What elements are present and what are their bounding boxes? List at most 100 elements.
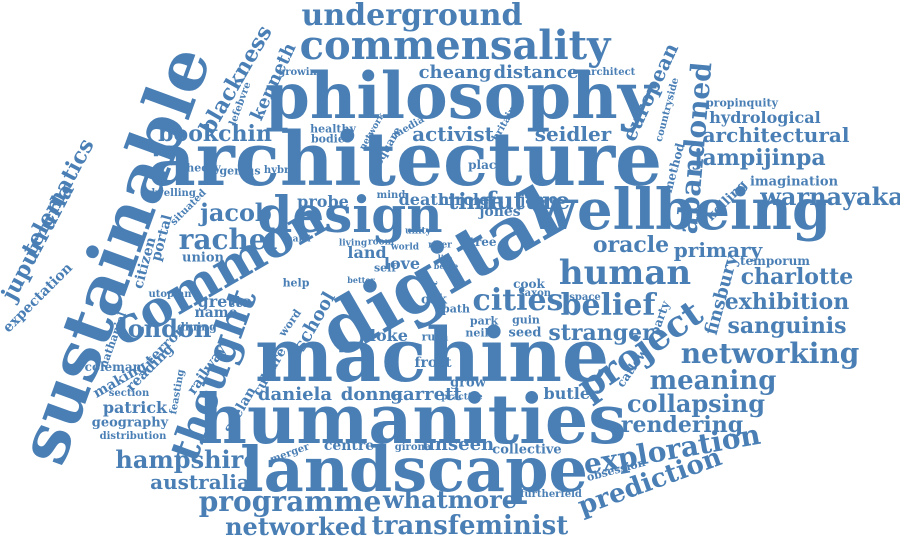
word: theory: [181, 161, 221, 175]
word: design: [257, 185, 443, 244]
word: future: [485, 186, 571, 215]
word: name: [194, 305, 238, 321]
word: rachel: [178, 223, 278, 256]
word: philosophy: [265, 59, 655, 134]
word: probe: [297, 192, 349, 211]
word: genius: [219, 164, 261, 178]
word: oracle: [592, 232, 670, 258]
word: architectural: [702, 123, 850, 147]
word: seidler: [534, 122, 612, 146]
word: architecture: [147, 117, 663, 203]
word: ruth: [421, 330, 449, 344]
word: grow: [450, 375, 486, 391]
word: death: [398, 190, 450, 209]
word: charlotte: [740, 264, 854, 290]
word: jampijinpa: [694, 145, 826, 171]
word: furtherfeld: [520, 489, 582, 500]
word: jacob: [200, 198, 272, 227]
word: beige: [433, 261, 459, 271]
word: self: [373, 261, 397, 275]
word: oak: [420, 292, 448, 308]
word: world: [390, 242, 420, 253]
word: collective: [492, 442, 562, 458]
word: path: [442, 302, 470, 316]
word: garrett: [390, 384, 462, 405]
word: bodies: [310, 132, 352, 146]
word: frost: [414, 355, 452, 371]
word: hampshire: [115, 445, 259, 474]
word: land: [347, 243, 387, 262]
word: machine: [254, 313, 610, 399]
word: unseen: [421, 434, 495, 455]
word: unity: [405, 226, 431, 237]
word: human: [558, 253, 692, 293]
word: girona: [394, 442, 432, 453]
word: donna: [340, 384, 404, 405]
word: landscape: [240, 433, 588, 506]
word: time: [448, 189, 504, 215]
word: place: [468, 158, 504, 172]
word: cities: [472, 283, 564, 318]
word: cook: [513, 277, 545, 291]
word: humanities: [197, 380, 627, 460]
word: utopian: [148, 289, 192, 300]
word: mind: [376, 190, 406, 201]
word: hydrological: [709, 108, 821, 127]
word: river: [428, 240, 452, 251]
word: help: [282, 276, 310, 290]
word: geography: [91, 415, 169, 431]
word: seed: [508, 325, 542, 341]
word: australia: [150, 470, 250, 494]
word: imagination: [749, 174, 839, 190]
word: circle: [438, 190, 490, 209]
word: section: [108, 388, 150, 399]
word: jones: [479, 204, 521, 220]
word: space: [569, 292, 601, 303]
word: collapsing: [626, 389, 766, 418]
word: activist: [412, 122, 494, 146]
word: distribution: [99, 431, 167, 442]
word: primary: [673, 238, 763, 262]
word: union: [182, 250, 224, 266]
word: rendering: [620, 412, 744, 438]
word: cheang: [418, 62, 492, 83]
word: temporum: [739, 254, 811, 268]
word: propinquity: [705, 96, 779, 110]
word: better: [347, 275, 375, 285]
word: coleman: [84, 360, 142, 374]
word: distance: [493, 62, 579, 83]
word: healthy: [310, 122, 356, 136]
word: marti: [283, 234, 311, 245]
word: stranger: [548, 320, 654, 346]
word: practice: [441, 392, 483, 403]
word: whatmore: [382, 485, 518, 514]
word: networked: [225, 512, 367, 541]
word: park: [469, 314, 499, 328]
word: dwelling: [148, 188, 196, 199]
word: butler: [543, 384, 599, 403]
word: london: [118, 314, 212, 343]
word: wellbeing: [528, 177, 832, 243]
word: centre: [323, 438, 375, 454]
word: room: [367, 237, 395, 248]
word: neil: [465, 326, 489, 340]
word: programme: [198, 485, 382, 518]
word: daniela: [257, 384, 333, 405]
word: love: [383, 254, 421, 273]
word: sanguinis: [727, 313, 847, 339]
word: exhibition: [724, 289, 850, 315]
word: life: [437, 253, 453, 263]
word: saxon: [518, 288, 552, 299]
word: cloke: [360, 326, 408, 345]
word: belief: [560, 288, 656, 323]
word: guin: [512, 313, 540, 327]
word: dining: [177, 320, 217, 334]
word: living: [338, 238, 368, 249]
word: patrick: [102, 398, 168, 417]
word: gretta: [197, 292, 253, 311]
word: underground: [301, 0, 523, 33]
word: commensality: [299, 22, 611, 69]
word: transfeminist: [371, 511, 569, 541]
word: tree: [469, 235, 497, 249]
